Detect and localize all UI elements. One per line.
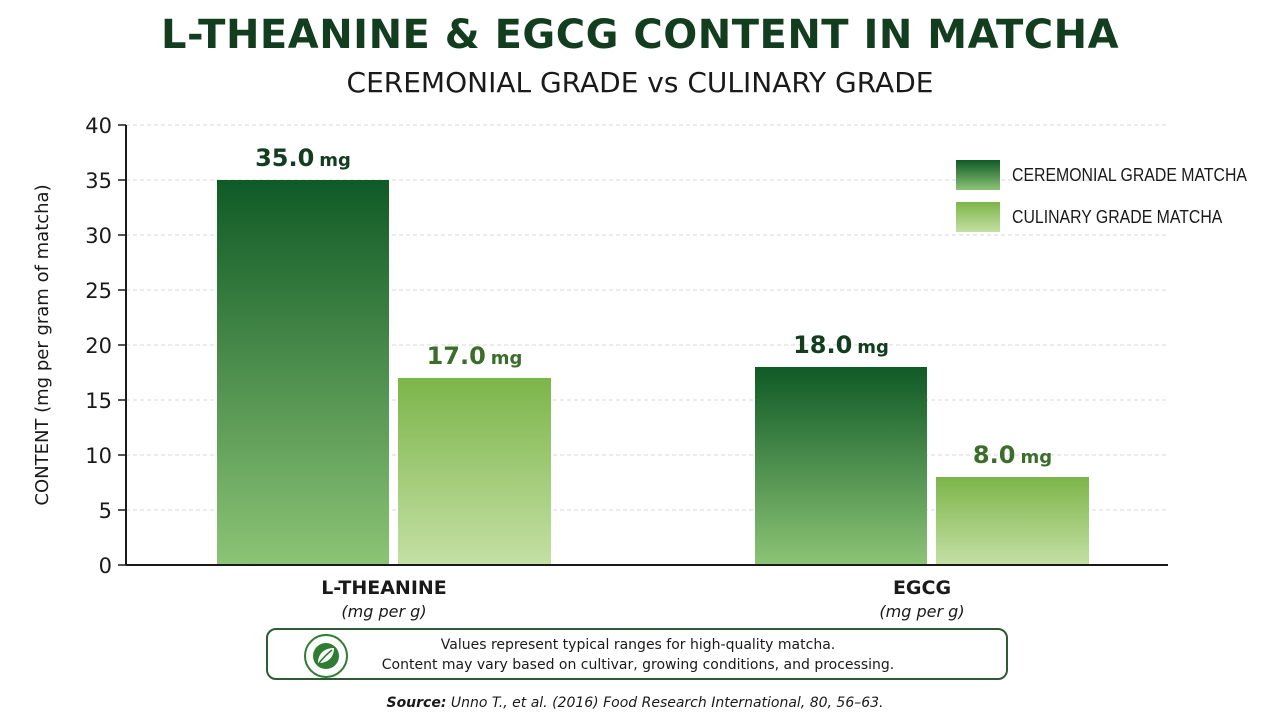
y-tick-label: 15 [85, 389, 112, 413]
bar-value-label: 18.0 mg [793, 331, 889, 359]
note-text: Values represent typical ranges for high… [378, 635, 898, 675]
chart-title: L-THEANINE & EGCG CONTENT IN MATCHA [160, 12, 1120, 58]
bar-l-theanine-culinary [398, 378, 551, 565]
x-category-label: L-THEANINE [321, 577, 447, 599]
legend-label-culinary: CULINARY GRADE MATCHA [1012, 206, 1223, 227]
y-tick-label: 20 [85, 334, 112, 358]
y-tick-label: 0 [99, 554, 112, 578]
source-text: Unno T., et al. (2016) Food Research Int… [450, 695, 884, 711]
bar-value-label: 8.0 mg [973, 441, 1052, 469]
legend-label-ceremonial: CEREMONIAL GRADE MATCHA [1012, 164, 1247, 185]
bars: 35.0 mg 17.0 mg 18.0 mg 8.0 mg [217, 144, 1089, 565]
source-citation: Source: Unno T., et al. (2016) Food Rese… [0, 695, 1270, 711]
bar-value-label: 17.0 mg [427, 342, 523, 370]
legend-item-culinary: CULINARY GRADE MATCHA [956, 202, 1279, 232]
bar-egcg-ceremonial [755, 367, 927, 565]
x-category-label: EGCG [893, 577, 951, 599]
y-tick-label: 25 [85, 279, 112, 303]
legend-swatch-ceremonial [956, 160, 1000, 190]
bar-l-theanine-ceremonial [217, 180, 389, 565]
leaf-icon [304, 634, 348, 678]
y-axis-ticks: 0 5 10 15 20 25 30 35 40 [85, 114, 126, 578]
note-box: Values represent typical ranges for high… [266, 628, 1008, 680]
y-tick-label: 40 [85, 114, 112, 138]
y-tick-label: 35 [85, 169, 112, 193]
bar-value-label: 35.0 mg [255, 144, 351, 172]
legend-item-ceremonial: CEREMONIAL GRADE MATCHA [956, 160, 1279, 190]
x-category-unit: (mg per g) [341, 602, 426, 621]
chart-subtitle: CEREMONIAL GRADE vs CULINARY GRADE [346, 66, 934, 99]
note-line-2: Content may vary based on cultivar, grow… [381, 657, 895, 673]
bar-egcg-culinary [936, 477, 1089, 565]
legend: CEREMONIAL GRADE MATCHA CULINARY GRADE M… [956, 160, 1279, 244]
legend-swatch-culinary [956, 202, 1000, 232]
source-label: Source: [386, 695, 447, 711]
y-tick-label: 10 [85, 444, 112, 468]
y-axis-label: CONTENT (mg per gram of matcha) [32, 184, 53, 505]
y-tick-label: 5 [99, 499, 112, 523]
note-line-1: Values represent typical ranges for high… [440, 637, 836, 653]
x-category-unit: (mg per g) [879, 602, 964, 621]
x-axis-labels: L-THEANINE (mg per g) EGCG (mg per g) [321, 577, 964, 621]
y-tick-label: 30 [85, 224, 112, 248]
